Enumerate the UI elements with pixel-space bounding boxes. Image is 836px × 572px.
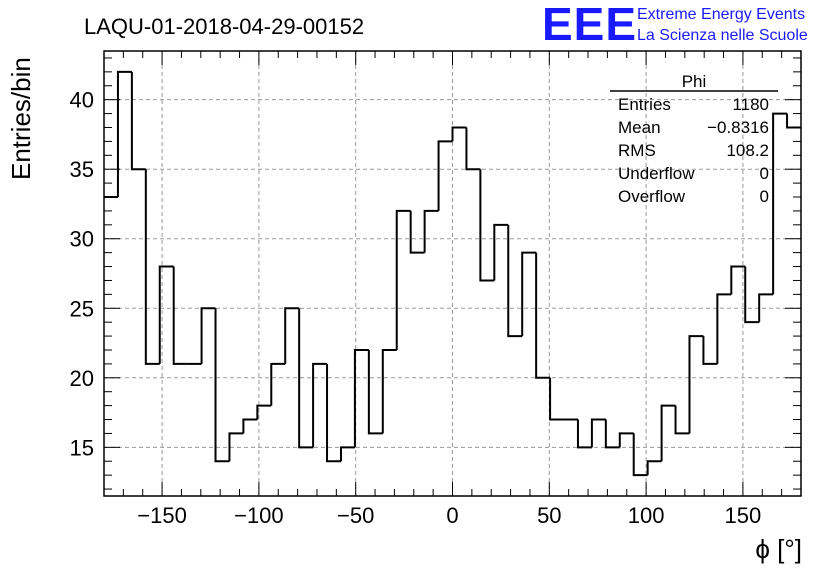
histogram-bin bbox=[535, 252, 551, 379]
histogram-bin bbox=[493, 223, 509, 281]
histogram-bin bbox=[367, 349, 383, 435]
histogram-bin bbox=[604, 419, 620, 449]
stats-label-entries: Entries bbox=[618, 95, 671, 114]
histogram-bin bbox=[256, 404, 272, 420]
x-tick-label: 150 bbox=[725, 503, 762, 528]
histogram-bin bbox=[632, 433, 648, 477]
grid-lines bbox=[104, 51, 801, 496]
histogram-bin bbox=[144, 169, 160, 365]
histogram-bin bbox=[786, 113, 801, 129]
histogram-bin bbox=[702, 336, 718, 365]
histogram-bin bbox=[172, 266, 188, 365]
histogram-bin bbox=[507, 224, 523, 338]
x-tick-label: −150 bbox=[137, 503, 187, 528]
histogram-bin bbox=[409, 210, 425, 254]
y-axis-label: Entries/bin bbox=[6, 57, 36, 180]
stats-label-mean: Mean bbox=[618, 118, 661, 137]
stats-value-overflow: 0 bbox=[760, 187, 769, 206]
histogram-bin bbox=[326, 363, 341, 463]
histogram-bin bbox=[576, 419, 592, 449]
y-tick-label: 40 bbox=[70, 88, 94, 113]
stats-value-rms: 108.2 bbox=[726, 141, 769, 160]
histogram-bin bbox=[381, 348, 397, 434]
x-tick-label: −100 bbox=[234, 503, 284, 528]
axes: −150 −100 −50 0 50 100 150 15 20 25 30 35 40 bbox=[70, 50, 802, 528]
histogram-bin bbox=[423, 209, 439, 253]
x-tick-label: 0 bbox=[446, 503, 458, 528]
histogram-bin bbox=[395, 209, 411, 350]
y-tick-label: 25 bbox=[70, 296, 94, 321]
x-tick-label: 50 bbox=[537, 503, 561, 528]
stats-title: Phi bbox=[682, 72, 707, 91]
eee-logo-mark: EEE bbox=[542, 0, 637, 50]
histogram-bin bbox=[214, 308, 230, 463]
run-title: LAQU-01-2018-04-29-00152 bbox=[84, 14, 364, 39]
histogram-bin bbox=[437, 140, 453, 211]
histogram-bin bbox=[744, 266, 760, 324]
histogram-bin bbox=[730, 265, 746, 295]
stats-value-mean: −0.8316 bbox=[707, 118, 769, 137]
y-tick-label: 30 bbox=[70, 227, 94, 252]
x-axis-label: ϕ [°] bbox=[755, 534, 802, 564]
histogram-bin bbox=[339, 446, 355, 462]
histogram-bin bbox=[772, 112, 788, 295]
stats-box: Phi Entries 1180 Mean −0.8316 RMS 108.2 … bbox=[610, 72, 778, 206]
histogram-bin bbox=[312, 362, 328, 448]
logo-line-1: Extreme Energy Events bbox=[637, 6, 805, 23]
histogram-bin bbox=[242, 418, 258, 434]
histogram-bin bbox=[618, 432, 634, 448]
histogram-bins bbox=[104, 70, 801, 477]
logo-line-2: La Scienza nelle Scuole bbox=[637, 27, 808, 44]
histogram-bin bbox=[116, 70, 132, 198]
eee-logo: EEE Extreme Energy Events La Scienza nel… bbox=[542, 0, 808, 50]
histogram-bin bbox=[284, 307, 300, 364]
stats-label-rms: RMS bbox=[618, 141, 656, 160]
stats-label-overflow: Overflow bbox=[618, 187, 686, 206]
histogram-bin bbox=[674, 405, 690, 435]
histogram-bin bbox=[200, 307, 216, 364]
stats-value-entries: 1180 bbox=[732, 95, 769, 114]
histogram-bin bbox=[549, 377, 565, 421]
histogram-bin bbox=[158, 265, 174, 364]
histogram-bin bbox=[660, 404, 676, 462]
x-tick-label: −50 bbox=[337, 503, 374, 528]
histogram-bin bbox=[298, 308, 314, 449]
x-tick-label: 100 bbox=[628, 503, 665, 528]
histogram-bin bbox=[758, 293, 774, 323]
y-tick-label: 35 bbox=[70, 157, 94, 182]
histogram-bin bbox=[688, 335, 704, 434]
histogram-bin bbox=[353, 348, 369, 448]
stats-label-underflow: Underflow bbox=[618, 164, 695, 183]
histogram-bin bbox=[646, 460, 662, 476]
y-tick-label: 15 bbox=[70, 435, 94, 460]
histogram-bin bbox=[130, 71, 146, 171]
histogram-bin bbox=[716, 293, 732, 364]
histogram-bin bbox=[521, 251, 537, 337]
histogram-bin bbox=[228, 432, 244, 462]
histogram-bin bbox=[451, 126, 467, 142]
y-tick-label: 20 bbox=[70, 366, 94, 391]
histogram-bin bbox=[465, 127, 481, 171]
stats-value-underflow: 0 bbox=[760, 164, 769, 183]
histogram-bin bbox=[590, 418, 606, 448]
histogram-bin bbox=[479, 169, 495, 282]
histogram-bin bbox=[270, 362, 286, 406]
